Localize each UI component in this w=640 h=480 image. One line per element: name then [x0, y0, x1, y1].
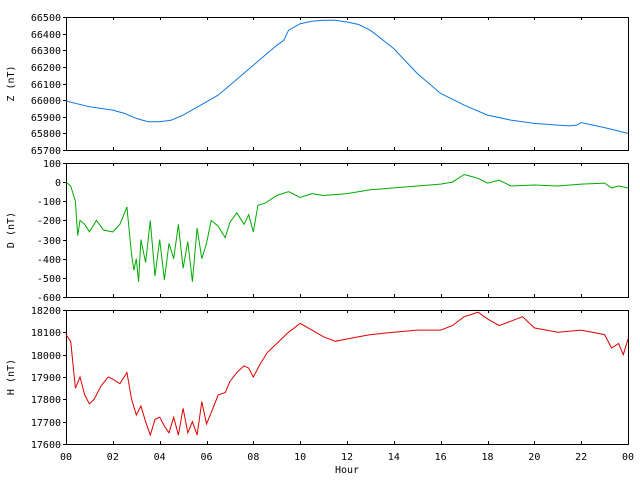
x-tick-label: 10 — [294, 452, 306, 463]
y-tick-label: 66000 — [31, 96, 61, 107]
x-tick-label: 08 — [247, 452, 259, 463]
x-tick-label: 00 — [622, 452, 634, 463]
y-tick-label: 0 — [55, 178, 61, 189]
y-tick-label: -300 — [37, 236, 61, 247]
y-tick-label: 66500 — [31, 13, 61, 24]
x-tick-label: 22 — [575, 452, 587, 463]
y-axis-label: D (nT) — [6, 212, 17, 248]
y-tick-label: 17600 — [31, 440, 61, 451]
x-tick-label: 18 — [481, 452, 493, 463]
data-line-z — [65, 19, 629, 134]
y-tick-label: 18000 — [31, 351, 61, 362]
y-tick-label: 17700 — [31, 418, 61, 429]
y-axis-label: H (nT) — [6, 359, 17, 395]
plot-frame — [66, 310, 629, 445]
panel-1: 65700 65800 65900 66000 66100 66200 66300 66400… — [6, 13, 629, 157]
y-tick-label: 100 — [43, 159, 61, 170]
x-tick-label: 16 — [435, 452, 447, 463]
panel-2: -600 -500 -400 -300 -200 -100 0 100 D (nT) — [6, 159, 629, 304]
data-line-h — [65, 311, 629, 437]
x-tick-label: 02 — [107, 452, 119, 463]
x-tick-label: 00 — [60, 452, 72, 463]
x-tick-label: 06 — [200, 452, 212, 463]
y-tick-label: 66200 — [31, 63, 61, 74]
y-tick-label: 66400 — [31, 30, 61, 41]
y-tick-label: 65800 — [31, 129, 61, 140]
x-tick-label: 12 — [341, 452, 353, 463]
x-tick-label: 20 — [528, 452, 540, 463]
y-tick-label: 17900 — [31, 373, 61, 384]
y-tick-label: -600 — [37, 293, 61, 304]
y-tick-label: 65700 — [31, 146, 61, 157]
x-tick-label: 04 — [154, 452, 166, 463]
y-tick-label: -100 — [37, 197, 61, 208]
x-tick-label: 14 — [388, 452, 400, 463]
data-line-d — [65, 173, 629, 282]
x-axis-label: Hour — [335, 465, 359, 476]
panel-3: 17600 17700 17800 17900 18000 18100 18200 H (nT… — [6, 306, 629, 451]
plot-frame — [66, 17, 629, 151]
y-tick-label: -200 — [37, 216, 61, 227]
y-tick-label: 66100 — [31, 80, 61, 91]
y-tick-label: 65900 — [31, 113, 61, 124]
y-tick-label: 18200 — [31, 306, 61, 317]
y-tick-label: -400 — [37, 255, 61, 266]
y-axis-label: Z (nT) — [6, 65, 17, 101]
y-tick-label: 66300 — [31, 46, 61, 57]
y-tick-label: 18100 — [31, 328, 61, 339]
y-tick-label: 17800 — [31, 395, 61, 406]
y-tick-label: -500 — [37, 274, 61, 285]
